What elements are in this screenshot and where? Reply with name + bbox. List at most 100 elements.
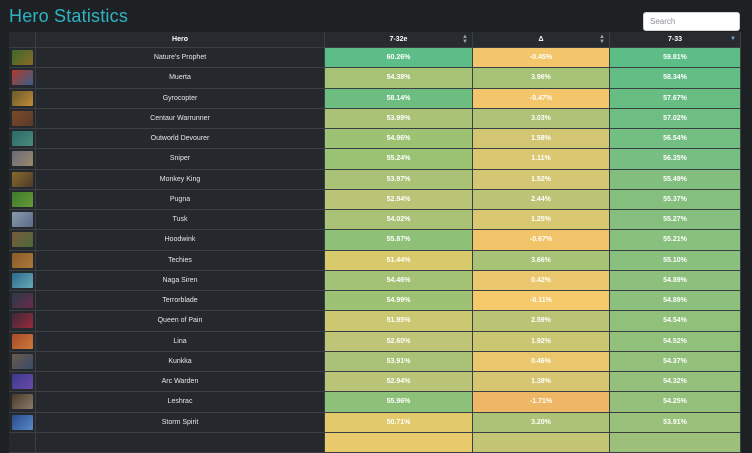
header-delta-label: Δ — [538, 36, 544, 43]
table-header-row: Hero 7-32e ▲ ▼ Δ ▲ ▼ 7-33 ▼ — [9, 32, 741, 48]
table-row[interactable]: Naga Siren 54.46% 0.42% 54.89% — [9, 270, 741, 291]
table-row[interactable]: Leshrac 55.96% -1.71% 54.25% — [9, 392, 741, 413]
winrate-7-32e: 53.97% — [325, 169, 473, 190]
table-row[interactable]: Queen of Pain 51.95% 2.59% 54.54% — [9, 311, 741, 332]
table-row[interactable]: Sniper 55.24% 1.11% 56.35% — [9, 149, 741, 170]
winrate-7-33: 55.37% — [610, 189, 741, 210]
hero-name: Muerta — [36, 68, 325, 89]
hero-name: Nature's Prophet — [36, 48, 325, 69]
winrate-delta: -0.45% — [473, 48, 610, 69]
winrate-delta: 1.11% — [473, 149, 610, 170]
winrate-delta: 1.38% — [473, 372, 610, 393]
winrate-7-33: 53.91% — [610, 412, 741, 433]
table-row[interactable]: Lina 52.60% 1.92% 54.52% — [9, 331, 741, 352]
table-row[interactable]: Storm Spirit 50.71% 3.20% 53.91% — [9, 412, 741, 433]
hero-portrait-cell — [9, 230, 36, 251]
winrate-7-32e: 54.99% — [325, 291, 473, 312]
hero-portrait-cell — [9, 149, 36, 170]
winrate-7-32e: 54.96% — [325, 129, 473, 150]
winrate-7-33: 55.27% — [610, 210, 741, 231]
hero-portrait — [11, 353, 33, 369]
winrate-7-32e: 52.94% — [325, 189, 473, 210]
winrate-delta: 3.20% — [473, 412, 610, 433]
header-7-33[interactable]: 7-33 ▼ — [610, 32, 741, 48]
winrate-delta: 2.44% — [473, 189, 610, 210]
winrate-7-32e: 60.26% — [325, 48, 473, 69]
table-row[interactable]: Techies 51.44% 3.66% 55.10% — [9, 250, 741, 271]
hero-portrait-cell — [9, 270, 36, 291]
winrate-7-32e: 50.71% — [325, 412, 473, 433]
table-row[interactable]: Gyrocopter 58.14% -0.47% 57.67% — [9, 88, 741, 109]
table-row[interactable]: Centaur Warrunner 53.99% 3.03% 57.02% — [9, 108, 741, 129]
winrate-7-33: 54.54% — [610, 311, 741, 332]
winrate-7-32e: 55.87% — [325, 230, 473, 251]
winrate-7-32e: 51.44% — [325, 250, 473, 271]
table-row[interactable]: Tusk 54.02% 1.25% 55.27% — [9, 210, 741, 231]
table-row[interactable]: Monkey King 53.97% 1.52% 55.49% — [9, 169, 741, 190]
hero-portrait — [11, 434, 33, 450]
winrate-7-32e: 53.91% — [325, 351, 473, 372]
hero-name: Gyrocopter — [36, 88, 325, 109]
table-row[interactable]: Kunkka 53.91% 0.46% 54.37% — [9, 351, 741, 372]
winrate-delta: -1.71% — [473, 392, 610, 413]
winrate-7-32e: 54.46% — [325, 270, 473, 291]
winrate-7-33: 55.21% — [610, 230, 741, 251]
hero-portrait-cell — [9, 412, 36, 433]
table-row[interactable]: Arc Warden 52.94% 1.38% 54.32% — [9, 372, 741, 393]
header-7-32e[interactable]: 7-32e ▲ ▼ — [325, 32, 473, 48]
search-input[interactable] — [643, 12, 740, 31]
hero-portrait-cell — [9, 250, 36, 271]
hero-portrait-cell — [9, 108, 36, 129]
winrate-7-33: 55.49% — [610, 169, 741, 190]
hero-portrait-cell — [9, 392, 36, 413]
table-row[interactable]: Outworld Devourer 54.96% 1.58% 56.54% — [9, 129, 741, 150]
hero-portrait-cell — [9, 291, 36, 312]
hero-name: Monkey King — [36, 169, 325, 190]
winrate-delta: 1.58% — [473, 129, 610, 150]
winrate-7-33: 57.02% — [610, 108, 741, 129]
header-hero-label: Hero — [172, 36, 188, 43]
hero-portrait — [11, 272, 33, 288]
hero-portrait-cell — [9, 351, 36, 372]
winrate-delta: 3.66% — [473, 250, 610, 271]
table-row[interactable]: Pugna 52.94% 2.44% 55.37% — [9, 189, 741, 210]
sort-both-icon[interactable]: ▲ ▼ — [599, 34, 605, 45]
hero-name: Queen of Pain — [36, 311, 325, 332]
hero-name: Arc Warden — [36, 372, 325, 393]
winrate-delta: -0.67% — [473, 230, 610, 251]
hero-portrait — [11, 131, 33, 147]
hero-name: Naga Siren — [36, 270, 325, 291]
winrate-7-33: 58.34% — [610, 68, 741, 89]
header-delta[interactable]: Δ ▲ ▼ — [473, 32, 610, 48]
hero-name: Hoodwink — [36, 230, 325, 251]
hero-portrait — [11, 191, 33, 207]
winrate-7-33: 56.35% — [610, 149, 741, 170]
hero-portrait-cell — [9, 210, 36, 231]
table-row[interactable]: Terrorblade 54.99% -0.11% 54.89% — [9, 291, 741, 312]
hero-portrait — [11, 333, 33, 349]
hero-name: Lina — [36, 331, 325, 352]
table-row[interactable]: Hoodwink 55.87% -0.67% 55.21% — [9, 230, 741, 251]
winrate-7-33: 59.81% — [610, 48, 741, 69]
winrate-7-33: 54.52% — [610, 331, 741, 352]
hero-portrait — [11, 110, 33, 126]
hero-name: Pugna — [36, 189, 325, 210]
sort-desc-icon[interactable]: ▼ — [730, 36, 736, 42]
hero-portrait — [11, 50, 33, 66]
table-row[interactable]: Nature's Prophet 60.26% -0.45% 59.81% — [9, 48, 741, 69]
winrate-7-32e: 51.95% — [325, 311, 473, 332]
winrate-delta: 0.42% — [473, 270, 610, 291]
winrate-7-33: 57.67% — [610, 88, 741, 109]
winrate-delta: 3.03% — [473, 108, 610, 129]
winrate-7-33: 54.89% — [610, 270, 741, 291]
winrate-7-33: 54.89% — [610, 291, 741, 312]
winrate-7-33: 54.25% — [610, 392, 741, 413]
winrate-delta: 2.59% — [473, 311, 610, 332]
sort-both-icon[interactable]: ▲ ▼ — [462, 34, 468, 45]
header-hero: Hero — [36, 32, 325, 48]
winrate-7-32e: 55.24% — [325, 149, 473, 170]
hero-portrait — [11, 212, 33, 228]
hero-portrait — [11, 414, 33, 430]
table-row[interactable]: Muerta 54.38% 3.96% 58.34% — [9, 68, 741, 89]
winrate-7-32e: 52.60% — [325, 331, 473, 352]
